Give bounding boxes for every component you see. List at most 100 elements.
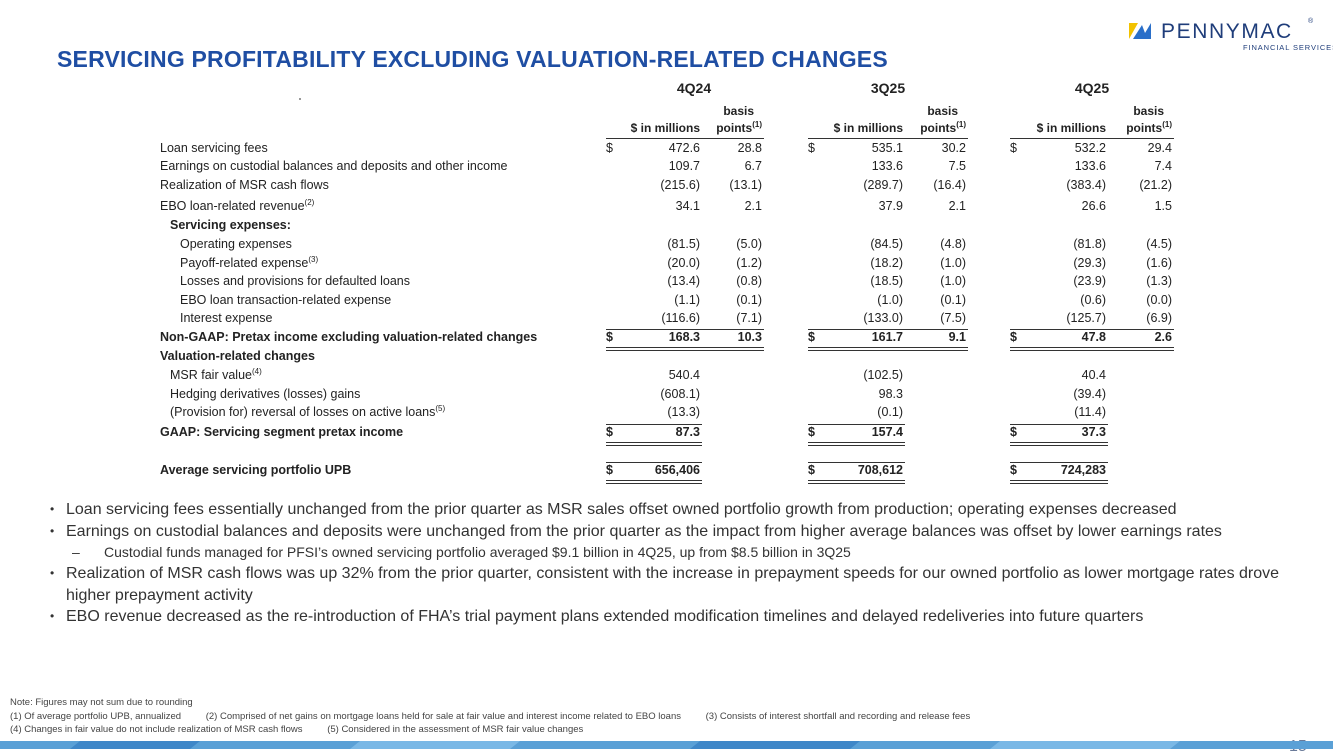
row-label-text: Loan servicing fees bbox=[160, 141, 268, 155]
row-label-text: Payoff-related expense bbox=[180, 256, 309, 270]
footnote-3: (3) Consists of interest shortfall and r… bbox=[705, 710, 971, 722]
bps-cell: 2.1 bbox=[744, 199, 762, 213]
bullet-item: • Loan servicing fees essentially unchan… bbox=[50, 499, 1290, 521]
footer-band bbox=[0, 741, 1333, 749]
value-cell: (18.5) bbox=[870, 274, 903, 288]
bps-cell: (1.0) bbox=[940, 274, 966, 288]
footnote-ref: (1) bbox=[752, 120, 762, 129]
value-cell: (13.4) bbox=[667, 274, 700, 288]
value-cell: (102.5) bbox=[863, 368, 903, 382]
bps-cell: (4.5) bbox=[1146, 237, 1172, 251]
col-header-dollars: $ in millions bbox=[833, 121, 903, 135]
bps-cell: 6.7 bbox=[744, 159, 762, 173]
footnote-ref: (5) bbox=[435, 403, 446, 413]
value-cell: 47.8 bbox=[1081, 330, 1106, 344]
row-label: Payoff-related expense(3) bbox=[180, 254, 319, 270]
bps-cell: 2.1 bbox=[948, 199, 966, 213]
bps-cell: (7.1) bbox=[736, 311, 762, 325]
table-row: EBO loan-related revenue(2) 34.1 2.1 37.9 2.… bbox=[0, 198, 1333, 217]
col-header-basis: basis bbox=[723, 104, 754, 118]
bps-cell: 29.4 bbox=[1147, 141, 1172, 155]
table-row: Interest expense (116.6) (7.1) (133.0) (7.5)… bbox=[0, 311, 1333, 329]
value-cell: (1.0) bbox=[877, 293, 903, 307]
row-label-text: Hedging derivatives (losses) gains bbox=[170, 387, 361, 401]
row-label: Hedging derivatives (losses) gains bbox=[170, 387, 360, 401]
bps-cell: 30.2 bbox=[941, 141, 966, 155]
bullet-marker: • bbox=[50, 523, 55, 538]
value-cell: (1.1) bbox=[674, 293, 700, 307]
row-label-text: Servicing expenses: bbox=[170, 218, 291, 232]
bps-cell: 7.4 bbox=[1154, 159, 1172, 173]
bps-cell: 10.3 bbox=[737, 330, 762, 344]
footnote-ref: (3) bbox=[308, 254, 319, 264]
row-label-text: Operating expenses bbox=[180, 237, 292, 251]
row-label: EBO loan transaction-related expense bbox=[180, 293, 391, 307]
value-cell: 535.1 bbox=[871, 141, 903, 155]
footnote-ref: (4) bbox=[251, 366, 262, 376]
bps-cell: (21.2) bbox=[1139, 178, 1172, 192]
value-cell: (23.9) bbox=[1073, 274, 1106, 288]
bps-cell: (0.1) bbox=[736, 293, 762, 307]
bullet-marker: • bbox=[50, 566, 55, 580]
currency-symbol: $ bbox=[808, 463, 815, 477]
row-label: Operating expenses bbox=[180, 237, 292, 251]
table-rule bbox=[1010, 462, 1108, 463]
value-cell: 532.2 bbox=[1074, 141, 1106, 155]
row-label: Losses and provisions for defaulted loan… bbox=[180, 274, 410, 288]
footnote-5: (5) Considered in the assessment of MSR … bbox=[327, 724, 584, 735]
value-cell: (608.1) bbox=[660, 387, 700, 401]
bps-cell: (16.4) bbox=[933, 178, 966, 192]
commentary-bullets: • Loan servicing fees essentially unchan… bbox=[50, 499, 1290, 628]
value-cell: (29.3) bbox=[1073, 256, 1106, 270]
period-header: 4Q25 bbox=[1074, 80, 1110, 96]
row-label: Realization of MSR cash flows bbox=[160, 178, 329, 192]
footnote-line-2: (1) Of average portfolio UPB, annualized… bbox=[10, 710, 992, 724]
bullet-marker: • bbox=[50, 502, 55, 516]
bps-cell: 7.5 bbox=[948, 159, 966, 173]
table-rule bbox=[1010, 424, 1108, 425]
table-rule bbox=[1010, 347, 1174, 351]
bullet-marker: • bbox=[50, 609, 55, 623]
value-cell: (0.6) bbox=[1080, 293, 1106, 307]
value-cell: 34.1 bbox=[675, 199, 700, 213]
row-label: MSR fair value(4) bbox=[170, 366, 262, 382]
currency-symbol: $ bbox=[1010, 425, 1017, 439]
value-cell: 161.7 bbox=[871, 330, 903, 344]
table-row: Payoff-related expense(3) (20.0) (1.2) (18.… bbox=[0, 254, 1333, 274]
value-cell: 37.9 bbox=[878, 199, 903, 213]
row-label: Interest expense bbox=[180, 311, 272, 325]
table-row: Valuation-related changes bbox=[0, 349, 1333, 367]
col-header-dollars: $ in millions bbox=[1036, 121, 1106, 135]
value-cell: (81.5) bbox=[667, 237, 700, 251]
row-label: GAAP: Servicing segment pretax income bbox=[160, 425, 403, 439]
table-rule bbox=[808, 480, 905, 484]
footnote-1: (1) Of average portfolio UPB, annualized bbox=[10, 710, 182, 722]
bullet-item: • Realization of MSR cash flows was up 3… bbox=[50, 563, 1290, 606]
row-label-text: MSR fair value bbox=[170, 368, 252, 382]
value-cell: 40.4 bbox=[1081, 368, 1106, 382]
stray-dot bbox=[299, 98, 301, 100]
footnote-ref: (1) bbox=[956, 120, 966, 129]
value-cell: 472.6 bbox=[668, 141, 700, 155]
row-label-text: Earnings on custodial balances and depos… bbox=[160, 159, 508, 173]
currency-symbol: $ bbox=[1010, 330, 1017, 344]
bps-cell: (7.5) bbox=[940, 311, 966, 325]
currency-symbol: $ bbox=[1010, 141, 1017, 155]
value-cell: 168.3 bbox=[668, 330, 700, 344]
row-label: EBO loan-related revenue(2) bbox=[160, 198, 314, 213]
footnote-2: (2) Comprised of net gains on mortgage l… bbox=[205, 710, 681, 722]
bps-cell: (13.1) bbox=[729, 178, 762, 192]
col-header-points-text: points bbox=[716, 121, 753, 135]
row-label-text: GAAP: Servicing segment pretax income bbox=[160, 425, 404, 439]
value-cell: 133.6 bbox=[1074, 159, 1106, 173]
bullet-text: EBO revenue decreased as the re-introduc… bbox=[66, 608, 1144, 625]
table-row: Losses and provisions for defaulted loan… bbox=[0, 274, 1333, 292]
bullet-text: Loan servicing fees essentially unchange… bbox=[66, 501, 1177, 518]
table-row: EBO loan transaction-related expense (1.1… bbox=[0, 293, 1333, 311]
value-cell: (116.6) bbox=[661, 311, 700, 325]
logo-wordmark: PENNYMAC bbox=[1161, 20, 1293, 43]
sub-bullet-marker: – bbox=[72, 544, 80, 560]
sub-bullet-text: Custodial funds managed for PFSI’s owned… bbox=[104, 544, 851, 560]
col-header-points-text: points bbox=[1126, 121, 1163, 135]
col-header-points: points(1) bbox=[1126, 121, 1172, 136]
